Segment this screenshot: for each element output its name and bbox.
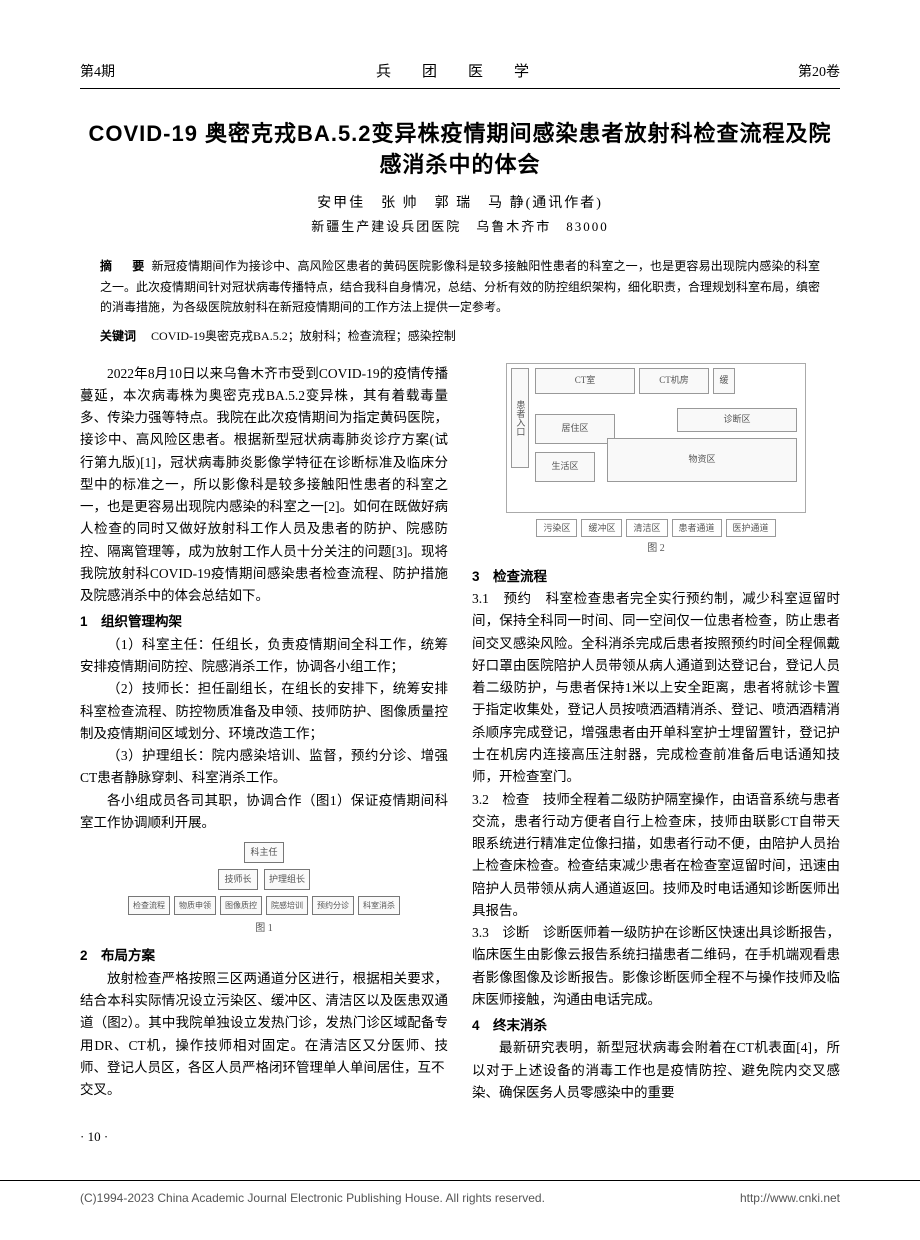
section-2-head: 2 布局方案 <box>80 945 448 967</box>
org-node-top: 科主任 <box>244 842 284 863</box>
page-footer: (C)1994-2023 China Academic Journal Elec… <box>0 1180 920 1222</box>
journal-name: 兵 团 医 学 <box>376 60 537 84</box>
org-node-leaf: 检查流程 <box>128 896 170 915</box>
volume-label: 第20卷 <box>798 62 840 84</box>
org-node-leaf: 图像质控 <box>220 896 262 915</box>
org-node-leaf: 院感培训 <box>266 896 308 915</box>
sec1-p2: （2）技师长：担任副组长，在组长的安排下，统筹安排科室检查流程、防控物质准备及申… <box>80 678 448 745</box>
figure-1-orgchart: 科主任 技师长 护理组长 检查流程 物质申领 图像质控 院感培训 预约分诊 科室… <box>80 842 448 937</box>
zone-dorm: 居住区 <box>535 414 615 444</box>
intro-paragraph: 2022年8月10日以来乌鲁木齐市受到COVID-19的疫情传播蔓延，本次病毒株… <box>80 363 448 608</box>
sec2-p1: 放射检查严格按照三区两通道分区进行，根据相关要求，结合本科实际情况设立污染区、缓… <box>80 968 448 1079</box>
figure-2-legend: 污染区 缓冲区 清洁区 患者通道 医护通道 <box>506 519 806 538</box>
keywords-label: 关键词 <box>100 329 136 343</box>
sec4-p1: 最新研究表明，新型冠状病毒会附着在CT机表面[4]，所以对于上述设备的消毒工作也… <box>472 1037 840 1104</box>
authors: 安甲佳 张 帅 郭 瑞 马 静(通讯作者) <box>80 193 840 215</box>
section-1-head: 1 组织管理构架 <box>80 611 448 633</box>
zone-diag: 诊断区 <box>677 408 797 432</box>
figure-2-layout: 患者入口 CT室 CT机房 缓 居住区 诊断区 生活区 物资区 污染区 缓冲区 … <box>472 363 840 558</box>
article-title: COVID-19 奥密克戎BA.5.2变异株疫情期间感染患者放射科检查流程及院感… <box>80 119 840 181</box>
sec1-p3: （3）护理组长：院内感染培训、监督，预约分诊、增强CT患者静脉穿刺、科室消杀工作… <box>80 745 448 790</box>
org-node-leaf: 物质申领 <box>174 896 216 915</box>
issue-label: 第4期 <box>80 62 115 84</box>
zone-ct-room: CT室 <box>535 368 635 394</box>
org-node-leaf: 预约分诊 <box>312 896 354 915</box>
legend-item: 缓冲区 <box>581 519 622 538</box>
org-node-mid: 技师长 <box>218 869 258 890</box>
legend-item: 清洁区 <box>626 519 667 538</box>
abstract-text: 新冠疫情期间作为接诊中、高风险区患者的黄码医院影像科是较多接触阳性患者的科室之一… <box>100 259 820 314</box>
section-3-head: 3 检查流程 <box>472 566 840 588</box>
title-block: COVID-19 奥密克戎BA.5.2变异株疫情期间感染患者放射科检查流程及院感… <box>80 119 840 238</box>
zone-ct-machine: CT机房 <box>639 368 709 394</box>
affiliation: 新疆生产建设兵团医院 乌鲁木齐市 83000 <box>80 217 840 238</box>
legend-item: 污染区 <box>536 519 577 538</box>
zone-life: 生活区 <box>535 452 595 482</box>
legend-item: 医护通道 <box>726 519 776 538</box>
abstract-label: 摘 要 <box>100 259 148 273</box>
zone-supply: 物资区 <box>607 438 797 482</box>
figure-2-caption: 图 2 <box>472 541 840 558</box>
org-node-mid: 护理组长 <box>264 869 310 890</box>
sec3-1: 3.1 预约 科室检查患者完全实行预约制，减少科室逗留时间，保持全科同一时间、同… <box>472 588 840 788</box>
page: 第4期 兵 团 医 学 第20卷 COVID-19 奥密克戎BA.5.2变异株疫… <box>0 0 920 1180</box>
copyright-text: (C)1994-2023 China Academic Journal Elec… <box>80 1189 545 1208</box>
zone-patient-entry: 患者入口 <box>511 368 529 468</box>
page-number: · 10 · <box>80 1127 840 1148</box>
body-columns: 2022年8月10日以来乌鲁木齐市受到COVID-19的疫情传播蔓延，本次病毒株… <box>80 363 840 1107</box>
sec1-p4: 各小组成员各司其职，协调合作（图1）保证疫情期间科室工作协调顺利开展。 <box>80 790 448 835</box>
figure-1-caption: 图 1 <box>80 921 448 938</box>
sec1-p1: （1）科室主任：任组长，负责疫情期间全科工作，统筹安排疫情期间防控、院感消杀工作… <box>80 634 448 679</box>
sec2-p2-continued: 交叉。 <box>80 1079 448 1101</box>
sec3-2: 3.2 检查 技师全程着二级防护隔室操作，由语音系统与患者交流，患者行动方便者自… <box>472 789 840 923</box>
keywords: 关键词 COVID-19奥密克戎BA.5.2；放射科；检查流程；感染控制 <box>100 327 820 346</box>
running-head: 第4期 兵 团 医 学 第20卷 <box>80 60 840 89</box>
footer-url: http://www.cnki.net <box>740 1189 840 1208</box>
sec3-3: 3.3 诊断 诊断医师着一级防护在诊断区快速出具诊断报告，临床医生由影像云报告系… <box>472 922 840 1011</box>
legend-item: 患者通道 <box>672 519 722 538</box>
org-node-leaf: 科室消杀 <box>358 896 400 915</box>
section-4-head: 4 终末消杀 <box>472 1015 840 1037</box>
zone-buffer: 缓 <box>713 368 735 394</box>
abstract: 摘 要 新冠疫情期间作为接诊中、高风险区患者的黄码医院影像科是较多接触阳性患者的… <box>100 256 820 317</box>
keywords-text: COVID-19奥密克戎BA.5.2；放射科；检查流程；感染控制 <box>151 329 456 343</box>
